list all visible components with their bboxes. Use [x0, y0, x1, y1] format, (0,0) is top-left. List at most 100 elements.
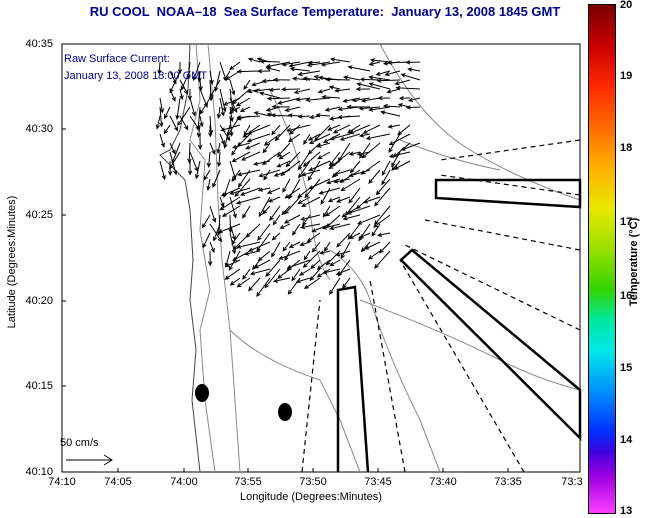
current-vector: [387, 124, 401, 129]
current-vector: [367, 250, 381, 260]
current-vector: [303, 277, 321, 290]
current-vector: [257, 68, 271, 74]
current-vector: [219, 88, 227, 113]
current-vector: [299, 241, 311, 247]
current-vector: [368, 169, 381, 184]
current-vector: [187, 160, 193, 176]
current-vector: [286, 259, 311, 269]
current-vector: [362, 196, 381, 204]
current-vector: [201, 214, 211, 229]
current-vector: [297, 114, 311, 119]
current-vector: [384, 70, 401, 77]
current-vector: [368, 82, 391, 90]
current-vector: [187, 142, 192, 164]
current-vector: [263, 169, 271, 181]
current-vector: [356, 82, 381, 90]
current-vector: [253, 88, 271, 93]
current-vector: [268, 87, 281, 92]
current-vector: [310, 259, 321, 270]
current-vector: [346, 104, 371, 110]
current-vector: [246, 133, 271, 143]
current-vector: [316, 259, 331, 270]
current-vector: [242, 124, 261, 138]
current-vector: [212, 223, 221, 242]
current-vector: [298, 160, 311, 179]
current-vector: [337, 114, 361, 120]
current-vector: [285, 151, 301, 168]
current-vector: [303, 250, 311, 261]
colorbar-tick: 14: [620, 434, 633, 446]
current-vector: [368, 61, 381, 66]
current-vector: [318, 187, 341, 195]
current-vector: [281, 61, 301, 67]
current-vector: [231, 232, 241, 246]
current-vector: [376, 78, 401, 83]
current-vector: [317, 88, 331, 94]
current-vector: [223, 97, 241, 106]
current-vector: [306, 232, 321, 243]
current-vector: [321, 223, 341, 230]
temperature-colorbar: [588, 4, 616, 514]
current-vector: [224, 268, 241, 280]
current-vector: [376, 232, 391, 237]
current-vector: [329, 223, 351, 231]
current-vector: [302, 76, 321, 81]
current-vector: [273, 169, 291, 177]
x-tick: 73:35: [494, 476, 522, 488]
current-vector: [316, 142, 331, 148]
current-vector: [332, 124, 351, 134]
current-vector: [239, 106, 251, 112]
current-vector: [395, 85, 421, 91]
current-vector: [324, 77, 351, 82]
current-vector: [265, 66, 281, 72]
current-vector: [206, 151, 212, 168]
current-vector: [253, 111, 271, 117]
y-axis-label: Latitude (Degrees:Minutes): [6, 195, 18, 329]
current-vector: [219, 196, 241, 211]
current-vector: [198, 79, 203, 92]
sampling-boxes: [336, 178, 582, 473]
current-vector: [277, 268, 291, 279]
current-vector: [348, 232, 361, 239]
current-vector: [347, 65, 371, 72]
current-vector: [209, 70, 214, 85]
current-vector: [179, 79, 189, 95]
current-vector: [394, 79, 411, 86]
current-vector: [256, 277, 271, 298]
current-vector: [270, 113, 291, 118]
current-vector: [371, 223, 381, 237]
current-vector: [229, 187, 251, 195]
current-vector: [262, 142, 271, 154]
current-vector: [282, 241, 291, 252]
current-vector: [315, 113, 331, 118]
current-vector: [400, 73, 421, 81]
current-vector: [257, 223, 271, 241]
current-vector: [317, 151, 331, 160]
current-vector: [202, 232, 211, 249]
current-vector: [236, 115, 261, 120]
current-vector: [349, 160, 361, 174]
current-vector: [257, 187, 271, 192]
current-vector: [197, 70, 202, 83]
current-vector: [328, 160, 341, 170]
current-vector: [265, 259, 281, 277]
current-vector: [236, 241, 261, 249]
current-vector: [400, 142, 421, 151]
current-vector: [164, 106, 171, 120]
current-vector: [342, 214, 361, 221]
current-vector: [358, 106, 381, 111]
x-tick: 73:40: [429, 476, 457, 488]
current-vector: [297, 70, 321, 77]
current-vector: [299, 268, 311, 276]
current-vector: [274, 124, 291, 142]
current-vector: [302, 214, 311, 227]
current-vector: [359, 77, 381, 82]
current-vector: [206, 178, 211, 191]
current-vector: [307, 60, 321, 65]
current-vector: [398, 95, 411, 101]
x-tick: 74:00: [170, 476, 198, 488]
current-vector: [333, 169, 351, 176]
current-vector: [209, 223, 223, 243]
current-vector: [209, 79, 221, 99]
current-vector: [333, 178, 351, 184]
